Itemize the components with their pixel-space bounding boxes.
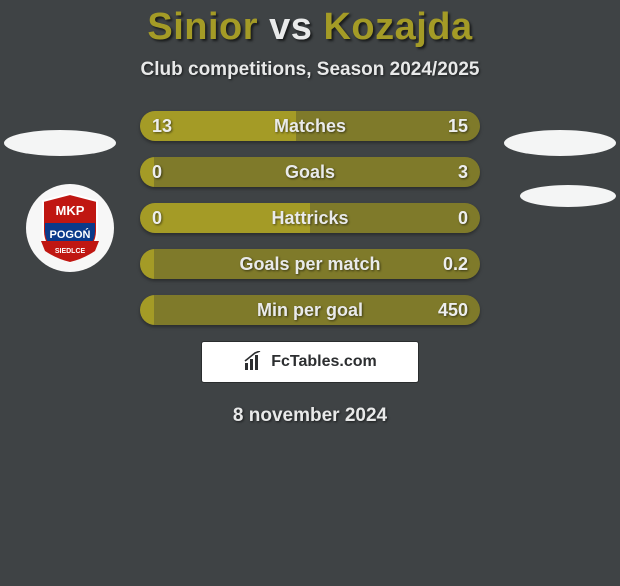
svg-text:POGOŃ: POGOŃ [50, 228, 91, 241]
player2-club-placeholder [520, 185, 616, 207]
stat-label: Matches [140, 111, 480, 141]
stat-row: 1315Matches [140, 111, 480, 141]
stat-label: Goals [140, 157, 480, 187]
stat-row: 450Min per goal [140, 295, 480, 325]
bar-chart-icon [243, 351, 265, 373]
svg-text:SIEDLCE: SIEDLCE [55, 248, 86, 255]
comparison-subtitle: Club competitions, Season 2024/2025 [0, 59, 620, 81]
snapshot-date: 8 november 2024 [0, 405, 620, 427]
club-shield-icon: MKP POGOŃ SIEDLCE [41, 193, 99, 263]
player2-name: Kozajda [323, 6, 472, 48]
versus-label: vs [269, 6, 312, 48]
stat-row: 0.2Goals per match [140, 249, 480, 279]
player1-name: Sinior [147, 6, 258, 48]
stat-row: 00Hattricks [140, 203, 480, 233]
player2-photo-placeholder [504, 130, 616, 156]
stat-label: Goals per match [140, 249, 480, 279]
player1-club-logo: MKP POGOŃ SIEDLCE [26, 184, 114, 272]
source-badge[interactable]: FcTables.com [201, 341, 419, 383]
comparison-title: Sinior vs Kozajda [0, 6, 620, 49]
source-badge-text: FcTables.com [271, 353, 377, 371]
player1-photo-placeholder [4, 130, 116, 156]
svg-text:MKP: MKP [56, 203, 85, 218]
stat-row: 03Goals [140, 157, 480, 187]
stat-label: Hattricks [140, 203, 480, 233]
stat-label: Min per goal [140, 295, 480, 325]
